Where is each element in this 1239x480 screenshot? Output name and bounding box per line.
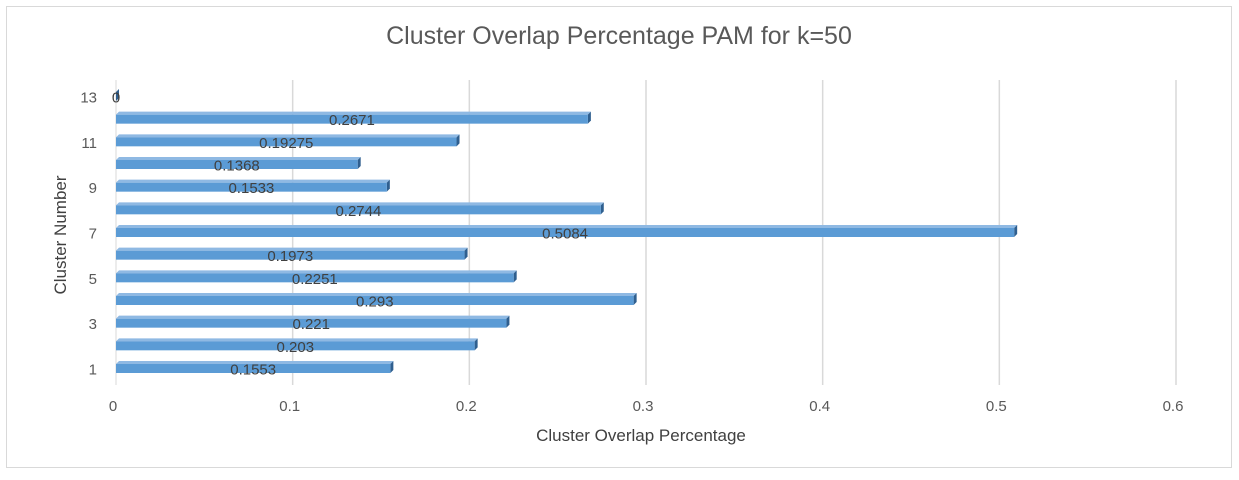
bar-layer bbox=[116, 89, 1018, 373]
data-label: 0.2251 bbox=[292, 271, 338, 288]
chart-title: Cluster Overlap Percentage PAM for k=50 bbox=[386, 22, 852, 50]
bar-side-face bbox=[464, 247, 468, 260]
data-label: 0.2744 bbox=[335, 203, 381, 220]
y-axis-label: Cluster Number bbox=[51, 175, 70, 294]
bar-side-face bbox=[390, 361, 394, 373]
bar-top-face bbox=[116, 179, 390, 183]
data-label: 0.1368 bbox=[214, 158, 260, 175]
bar-side-face bbox=[116, 89, 119, 101]
bar-top-face bbox=[116, 315, 510, 319]
data-label: 0.1553 bbox=[230, 362, 276, 379]
data-label: 0.1533 bbox=[228, 180, 274, 197]
bar bbox=[116, 364, 391, 373]
data-label: 0.2671 bbox=[329, 112, 375, 129]
bar-top-face bbox=[116, 225, 1018, 228]
bar bbox=[116, 341, 475, 351]
data-label: 0.293 bbox=[356, 294, 394, 311]
bar-top-face bbox=[116, 293, 637, 296]
x-axis-label: Cluster Overlap Percentage bbox=[536, 426, 746, 445]
y-tick-label: 5 bbox=[89, 271, 97, 288]
x-tick-label: 0.5 bbox=[986, 398, 1007, 415]
bar-top-face bbox=[116, 134, 460, 138]
data-label: 0.1973 bbox=[267, 248, 313, 265]
bar bbox=[116, 296, 634, 305]
x-tick-label: 0.4 bbox=[809, 398, 830, 415]
y-tick-label: 11 bbox=[81, 135, 97, 152]
y-tick-label: 13 bbox=[80, 90, 97, 107]
bar-side-face bbox=[513, 270, 517, 283]
bar bbox=[116, 137, 457, 147]
data-label: 0.221 bbox=[292, 316, 330, 333]
bar bbox=[116, 250, 465, 260]
bar bbox=[116, 318, 507, 328]
bar-side-face bbox=[386, 179, 390, 192]
y-tick-label: 1 bbox=[89, 362, 97, 379]
bar-side-face bbox=[474, 338, 478, 351]
bar-side-face bbox=[456, 134, 460, 147]
bar-top-face bbox=[116, 157, 361, 160]
y-tick-label: 7 bbox=[89, 226, 97, 243]
bar-side-face bbox=[1014, 225, 1018, 237]
data-label: 0.5084 bbox=[542, 226, 588, 243]
bar-side-face bbox=[600, 202, 604, 215]
x-tick-layer: 0 0.1 0.2 0.3 0.4 0.5 0.6 bbox=[109, 398, 1184, 415]
bar bbox=[116, 160, 358, 169]
bar bbox=[116, 182, 387, 192]
data-label: 0.19275 bbox=[259, 135, 313, 152]
bar bbox=[116, 273, 514, 283]
bar-side-face bbox=[357, 157, 361, 169]
bar-top-face bbox=[116, 270, 517, 274]
bar bbox=[116, 114, 588, 124]
bar-top-face bbox=[116, 202, 604, 206]
bar-side-face bbox=[633, 293, 637, 305]
bar bbox=[116, 228, 1015, 237]
bar-side-face bbox=[506, 315, 510, 328]
bar-top-face bbox=[116, 361, 394, 364]
y-tick-label: 9 bbox=[89, 180, 97, 197]
x-tick-label: 0.3 bbox=[633, 398, 654, 415]
x-tick-label: 0 bbox=[109, 398, 117, 415]
bar-side-face bbox=[587, 111, 591, 124]
data-label: 0 bbox=[112, 90, 120, 107]
x-tick-label: 0.1 bbox=[279, 398, 300, 415]
x-tick-label: 0.6 bbox=[1163, 398, 1184, 415]
bar-top-face bbox=[116, 338, 478, 342]
x-tick-label: 0.2 bbox=[456, 398, 477, 415]
y-tick-label: 3 bbox=[89, 316, 97, 333]
bar bbox=[116, 205, 601, 215]
bar-top-face bbox=[116, 111, 591, 115]
data-label: 0.203 bbox=[277, 339, 315, 356]
bar-top-face bbox=[116, 247, 468, 251]
